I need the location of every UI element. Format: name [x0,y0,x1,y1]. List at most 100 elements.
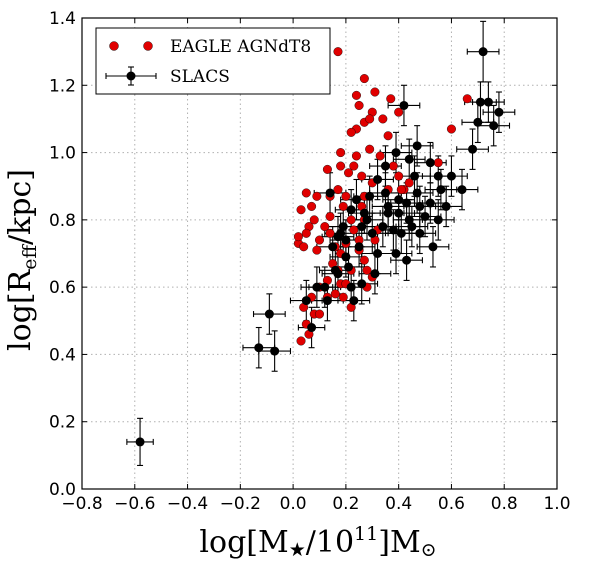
slacs-point [391,148,401,158]
slacs-point [357,222,367,232]
eagle-point [312,245,322,255]
legend-slacs-label: SLACS [170,67,230,87]
x-tick-label: 1.0 [543,494,570,514]
slacs-point [359,208,369,218]
slacs-point [270,346,280,356]
x-axis-label-part-f: ⊙ [421,539,437,561]
eagle-point [354,100,364,110]
slacs-point [338,222,348,232]
slacs-point [425,158,435,168]
eagle-point [359,255,369,265]
x-tick-label: 0.0 [280,494,307,514]
y-tick-label: 0.2 [49,413,76,433]
y-tick-label: 0.8 [49,211,76,231]
eagle-point [336,148,346,158]
slacs-point [370,269,380,279]
eagle-point [365,144,375,154]
slacs-point [407,222,417,232]
slacs-point [373,249,383,258]
slacs-point [344,262,354,272]
slacs-point [489,121,499,131]
legend-slacs-marker [105,66,157,86]
slacs-point [378,222,388,232]
slacs-point [312,282,322,292]
eagle-point [293,232,303,242]
slacs-point [307,323,317,333]
slacs-point [351,195,361,205]
eagle-point [394,107,404,117]
slacs-point [380,161,390,171]
eagle-point [320,222,330,232]
slacs-point [441,201,451,211]
eagle-point [446,124,456,134]
slacs-point [412,141,422,151]
slacs-point [322,296,332,306]
eagle-point [312,191,322,201]
grid-lines [82,18,557,489]
eagle-point [338,292,348,302]
x-tick-label: −0.2 [220,494,261,514]
eagle-point [386,94,396,104]
x-axis-label-part-a: log[M [199,525,288,560]
x-tick-label: −0.4 [167,494,208,514]
x-tick-label: 0.6 [438,494,465,514]
slacs-point [330,265,340,275]
slacs-point [468,144,478,154]
x-tick-label: 0.2 [332,494,359,514]
slacs-point [478,47,488,57]
eagle-point [322,164,332,174]
eagle-point [341,191,351,201]
slacs-point [415,201,425,211]
y-axis-label-part-a: log[R [3,268,38,351]
legend-eagle-marker-2 [143,41,153,51]
eagle-point [359,74,369,84]
eagle-point [375,151,385,161]
slacs-point [394,195,404,205]
slacs-point [367,228,377,238]
eagle-point [357,171,367,181]
slacs-point [420,211,430,221]
eagle-point [296,336,306,346]
x-tick-label: 0.4 [385,494,412,514]
eagle-point [333,47,343,57]
y-tick-label: 1.0 [49,144,76,164]
slacs-point [457,185,467,195]
y-axis-ticks: 0.0 0.2 0.4 0.6 0.8 1.0 1.2 1.4 [49,9,557,500]
slacs-point [328,242,338,252]
eagle-point [370,87,380,97]
slacs-point [399,100,409,110]
slacs-point [380,188,390,198]
eagle-point [396,185,406,195]
slacs-point [436,185,446,195]
x-tick-label: 0.8 [491,494,518,514]
eagle-point [351,90,361,100]
slacs-point [341,252,351,262]
eagle-point [333,185,343,195]
eagle-point [388,161,398,171]
y-tick-label: 1.2 [49,76,76,96]
slacs-point [325,188,335,198]
eagle-point [309,215,319,225]
legend: EAGLE AGNdT8 SLACS [95,27,331,95]
eagle-point [325,228,335,238]
eagle-point [336,161,346,171]
slacs-point [357,279,367,289]
x-axis-ticks: −0.8 −0.6 −0.4 −0.2 0.0 0.2 0.4 0.6 0.8 1.0 [61,18,571,514]
slacs-point [446,171,456,181]
y-axis-label-part-b: eff [19,244,41,270]
slacs-point [483,97,493,107]
slacs-points [135,47,504,447]
eagle-point [433,158,443,168]
y-axis-label-part-c: /kpc] [3,169,38,245]
slacs-point [394,208,404,218]
slacs-point [333,232,343,242]
slacs-point [346,282,356,292]
eagle-point [330,289,340,299]
eagle-point [301,228,311,238]
x-axis-label-part-b: ★ [289,539,306,561]
plot-frame [81,17,558,490]
eagle-point [383,131,393,141]
x-axis-label: log[M★/1011]M⊙ [199,523,436,561]
slacs-point [475,97,485,107]
